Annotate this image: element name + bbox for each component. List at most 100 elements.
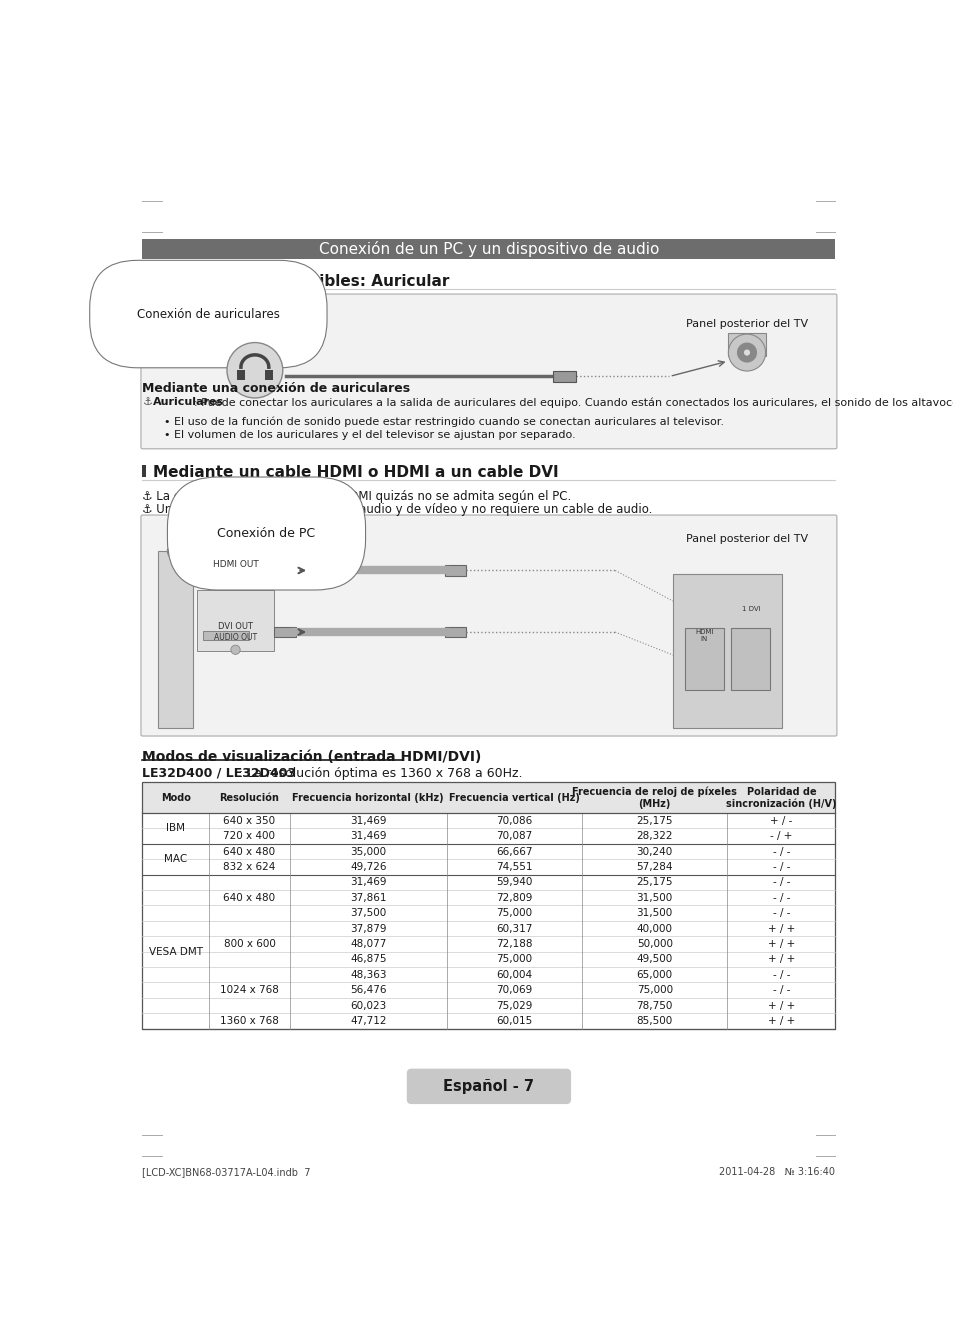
Circle shape — [167, 543, 183, 559]
Text: Conexión de auriculares: Conexión de auriculares — [137, 308, 279, 321]
Text: + / +: + / + — [767, 939, 794, 948]
Bar — [196, 589, 274, 651]
Text: 70,087: 70,087 — [496, 831, 532, 841]
Circle shape — [736, 342, 757, 362]
Text: 640 x 480: 640 x 480 — [223, 847, 275, 856]
Text: 74,551: 74,551 — [496, 861, 532, 872]
Text: 800 x 600: 800 x 600 — [223, 939, 275, 948]
Text: 31,500: 31,500 — [636, 893, 672, 902]
Text: 57,284: 57,284 — [636, 861, 672, 872]
Bar — [196, 571, 274, 577]
Text: 49,726: 49,726 — [350, 861, 386, 872]
Text: 60,023: 60,023 — [350, 1000, 386, 1011]
Text: - / -: - / - — [772, 908, 789, 918]
Text: 1360 x 768: 1360 x 768 — [220, 1016, 278, 1026]
Text: 60,317: 60,317 — [496, 923, 532, 934]
Bar — [142, 905, 835, 921]
Text: + / +: + / + — [767, 954, 794, 964]
FancyBboxPatch shape — [141, 515, 836, 736]
Text: Panel posterior del TV: Panel posterior del TV — [685, 318, 807, 329]
Text: - / -: - / - — [772, 847, 789, 856]
Text: Conexión de un PC y un dispositivo de audio: Conexión de un PC y un dispositivo de au… — [318, 242, 659, 258]
Text: Resolución: Resolución — [219, 793, 279, 803]
Text: 78,750: 78,750 — [636, 1000, 672, 1011]
Text: HDMI OUT: HDMI OUT — [213, 560, 258, 569]
Text: 59,940: 59,940 — [496, 877, 532, 888]
Text: 31,469: 31,469 — [350, 831, 386, 841]
Text: [LCD-XC]BN68-03717A-L04.indb  7: [LCD-XC]BN68-03717A-L04.indb 7 — [142, 1168, 311, 1177]
Text: 85,500: 85,500 — [636, 1016, 672, 1026]
Text: 70,086: 70,086 — [496, 816, 532, 826]
Bar — [444, 565, 466, 576]
Text: 37,879: 37,879 — [350, 923, 386, 934]
Text: • El uso de la función de sonido puede estar restringido cuando se conectan auri: • El uso de la función de sonido puede e… — [164, 416, 723, 427]
Bar — [142, 844, 835, 859]
Text: - / -: - / - — [772, 970, 789, 980]
Text: ⚓ La conexión mediante el cable HDMI quizás no se admita según el PC.: ⚓ La conexión mediante el cable HDMI qui… — [142, 490, 571, 502]
Text: 1 DVI: 1 DVI — [740, 606, 760, 612]
Text: 37,861: 37,861 — [350, 893, 386, 902]
Text: 70,069: 70,069 — [496, 985, 532, 995]
Bar — [728, 333, 765, 355]
Text: + / -: + / - — [769, 816, 792, 826]
Circle shape — [231, 645, 240, 654]
Text: 75,000: 75,000 — [636, 985, 672, 995]
Text: DVI OUT: DVI OUT — [218, 622, 253, 631]
Text: - / -: - / - — [772, 877, 789, 888]
Text: Frecuencia de reloj de píxeles
(MHz): Frecuencia de reloj de píxeles (MHz) — [572, 786, 737, 808]
Bar — [444, 626, 466, 638]
Text: : Puede conectar los auriculares a la salida de auriculares del equipo. Cuando e: : Puede conectar los auriculares a la sa… — [193, 398, 953, 408]
Text: Mediante un cable HDMI o HDMI a un cable DVI: Mediante un cable HDMI o HDMI a un cable… — [152, 465, 558, 480]
Text: 37,500: 37,500 — [350, 908, 386, 918]
Bar — [684, 629, 723, 690]
Text: 49,500: 49,500 — [636, 954, 672, 964]
Text: 25,175: 25,175 — [636, 877, 672, 888]
Text: HDMI
IN: HDMI IN — [695, 629, 713, 642]
Text: : La resolución óptima es 1360 x 768 a 60Hz.: : La resolución óptima es 1360 x 768 a 6… — [235, 766, 522, 779]
Text: 832 x 624: 832 x 624 — [223, 861, 275, 872]
Text: 2011-04-28   № 3:16:40: 2011-04-28 № 3:16:40 — [719, 1168, 835, 1177]
Bar — [274, 565, 295, 576]
Text: - / +: - / + — [769, 831, 792, 841]
Text: 31,469: 31,469 — [350, 877, 386, 888]
Bar — [142, 875, 835, 890]
Text: 75,000: 75,000 — [496, 954, 532, 964]
Text: 66,667: 66,667 — [496, 847, 532, 856]
Bar — [142, 273, 146, 287]
Text: Frecuencia horizontal (kHz): Frecuencia horizontal (kHz) — [293, 793, 443, 803]
Text: ⚓: ⚓ — [142, 398, 152, 407]
Bar — [142, 465, 146, 477]
Text: 75,000: 75,000 — [496, 908, 532, 918]
Bar — [142, 967, 835, 983]
Bar — [196, 550, 274, 579]
Bar — [731, 629, 769, 690]
Circle shape — [743, 350, 749, 355]
Bar — [142, 239, 835, 259]
Text: LE32D400 / LE32D403: LE32D400 / LE32D403 — [142, 766, 296, 779]
Bar — [236, 370, 245, 379]
Text: - / -: - / - — [772, 985, 789, 995]
FancyBboxPatch shape — [406, 1069, 571, 1104]
Text: MAC: MAC — [164, 855, 188, 864]
Bar — [142, 782, 835, 812]
Text: Español - 7: Español - 7 — [443, 1079, 534, 1094]
Text: 35,000: 35,000 — [350, 847, 386, 856]
Text: 40,000: 40,000 — [636, 923, 672, 934]
Text: 28,322: 28,322 — [636, 831, 672, 841]
Bar — [142, 997, 835, 1013]
Text: 1024 x 768: 1024 x 768 — [220, 985, 278, 995]
Text: ⚓ Un cable HDMI admite señales de audio y de vídeo y no requiere un cable de aud: ⚓ Un cable HDMI admite señales de audio … — [142, 503, 652, 517]
Text: Panel posterior del TV: Panel posterior del TV — [685, 534, 807, 543]
Bar — [203, 630, 249, 639]
Text: 30,240: 30,240 — [636, 847, 672, 856]
Bar — [553, 371, 576, 382]
Bar — [142, 951, 835, 967]
Text: - / -: - / - — [772, 861, 789, 872]
Text: 50,000: 50,000 — [636, 939, 672, 948]
Text: Dispositivos disponibles: Auricular: Dispositivos disponibles: Auricular — [152, 273, 449, 289]
Circle shape — [227, 342, 282, 398]
Bar — [142, 859, 835, 875]
Bar — [142, 890, 835, 905]
Circle shape — [728, 334, 765, 371]
Text: Modos de visualización (entrada HDMI/DVI): Modos de visualización (entrada HDMI/DVI… — [142, 750, 481, 764]
